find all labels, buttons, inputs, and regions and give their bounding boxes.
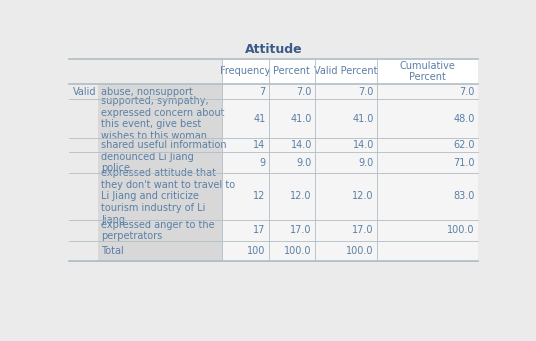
Bar bbox=[98, 241, 222, 261]
Text: 14.0: 14.0 bbox=[353, 140, 374, 150]
Text: 48.0: 48.0 bbox=[453, 114, 475, 124]
Text: Valid Percent: Valid Percent bbox=[314, 66, 378, 76]
Text: Percent: Percent bbox=[273, 66, 310, 76]
Text: expressed attitude that
they don't want to travel to
Li Jiang and criticize
tour: expressed attitude that they don't want … bbox=[101, 168, 235, 225]
Bar bbox=[69, 59, 222, 84]
Text: 100.0: 100.0 bbox=[285, 246, 312, 256]
Text: 17: 17 bbox=[253, 225, 265, 235]
Text: 62.0: 62.0 bbox=[453, 140, 475, 150]
Text: 12.0: 12.0 bbox=[291, 191, 312, 202]
Text: 9.0: 9.0 bbox=[296, 158, 312, 167]
Bar bbox=[98, 84, 222, 100]
Text: 71.0: 71.0 bbox=[453, 158, 475, 167]
Text: 7: 7 bbox=[259, 87, 265, 97]
Bar bbox=[98, 138, 222, 152]
Text: Valid: Valid bbox=[73, 87, 96, 97]
Bar bbox=[222, 241, 478, 261]
Bar bbox=[222, 152, 478, 173]
Text: Frequency: Frequency bbox=[220, 66, 271, 76]
Text: 17.0: 17.0 bbox=[291, 225, 312, 235]
Text: 100.0: 100.0 bbox=[346, 246, 374, 256]
Text: expressed anger to the
perpetrators: expressed anger to the perpetrators bbox=[101, 220, 215, 241]
Bar bbox=[222, 59, 478, 84]
Text: 100: 100 bbox=[247, 246, 265, 256]
Text: 7.0: 7.0 bbox=[359, 87, 374, 97]
Text: 17.0: 17.0 bbox=[352, 225, 374, 235]
Bar bbox=[98, 220, 222, 241]
Text: 41.0: 41.0 bbox=[291, 114, 312, 124]
Text: shared useful information: shared useful information bbox=[101, 140, 227, 150]
Text: 12: 12 bbox=[253, 191, 265, 202]
Bar bbox=[222, 138, 478, 152]
Text: abuse, nonsupport: abuse, nonsupport bbox=[101, 87, 193, 97]
Bar bbox=[69, 59, 478, 261]
Text: 7.0: 7.0 bbox=[459, 87, 475, 97]
Bar bbox=[222, 84, 478, 100]
Bar bbox=[98, 173, 222, 220]
Text: 41: 41 bbox=[253, 114, 265, 124]
Text: Attitude: Attitude bbox=[245, 43, 302, 56]
Text: 7.0: 7.0 bbox=[296, 87, 312, 97]
Text: 9.0: 9.0 bbox=[359, 158, 374, 167]
Bar bbox=[222, 100, 478, 138]
Text: supported, sympathy,
expressed concern about
this event, give best
wishes to thi: supported, sympathy, expressed concern a… bbox=[101, 96, 225, 141]
Text: Cumulative
Percent: Cumulative Percent bbox=[399, 61, 455, 82]
Text: 9: 9 bbox=[259, 158, 265, 167]
Text: 41.0: 41.0 bbox=[353, 114, 374, 124]
Bar bbox=[222, 173, 478, 220]
Text: 100.0: 100.0 bbox=[447, 225, 475, 235]
Text: Total: Total bbox=[101, 246, 124, 256]
Text: 14: 14 bbox=[253, 140, 265, 150]
Bar bbox=[98, 152, 222, 173]
Text: denounced Li Jiang
police: denounced Li Jiang police bbox=[101, 152, 194, 173]
Text: 14.0: 14.0 bbox=[291, 140, 312, 150]
Text: 12.0: 12.0 bbox=[352, 191, 374, 202]
Bar bbox=[222, 220, 478, 241]
Bar bbox=[98, 100, 222, 138]
Text: 83.0: 83.0 bbox=[453, 191, 475, 202]
